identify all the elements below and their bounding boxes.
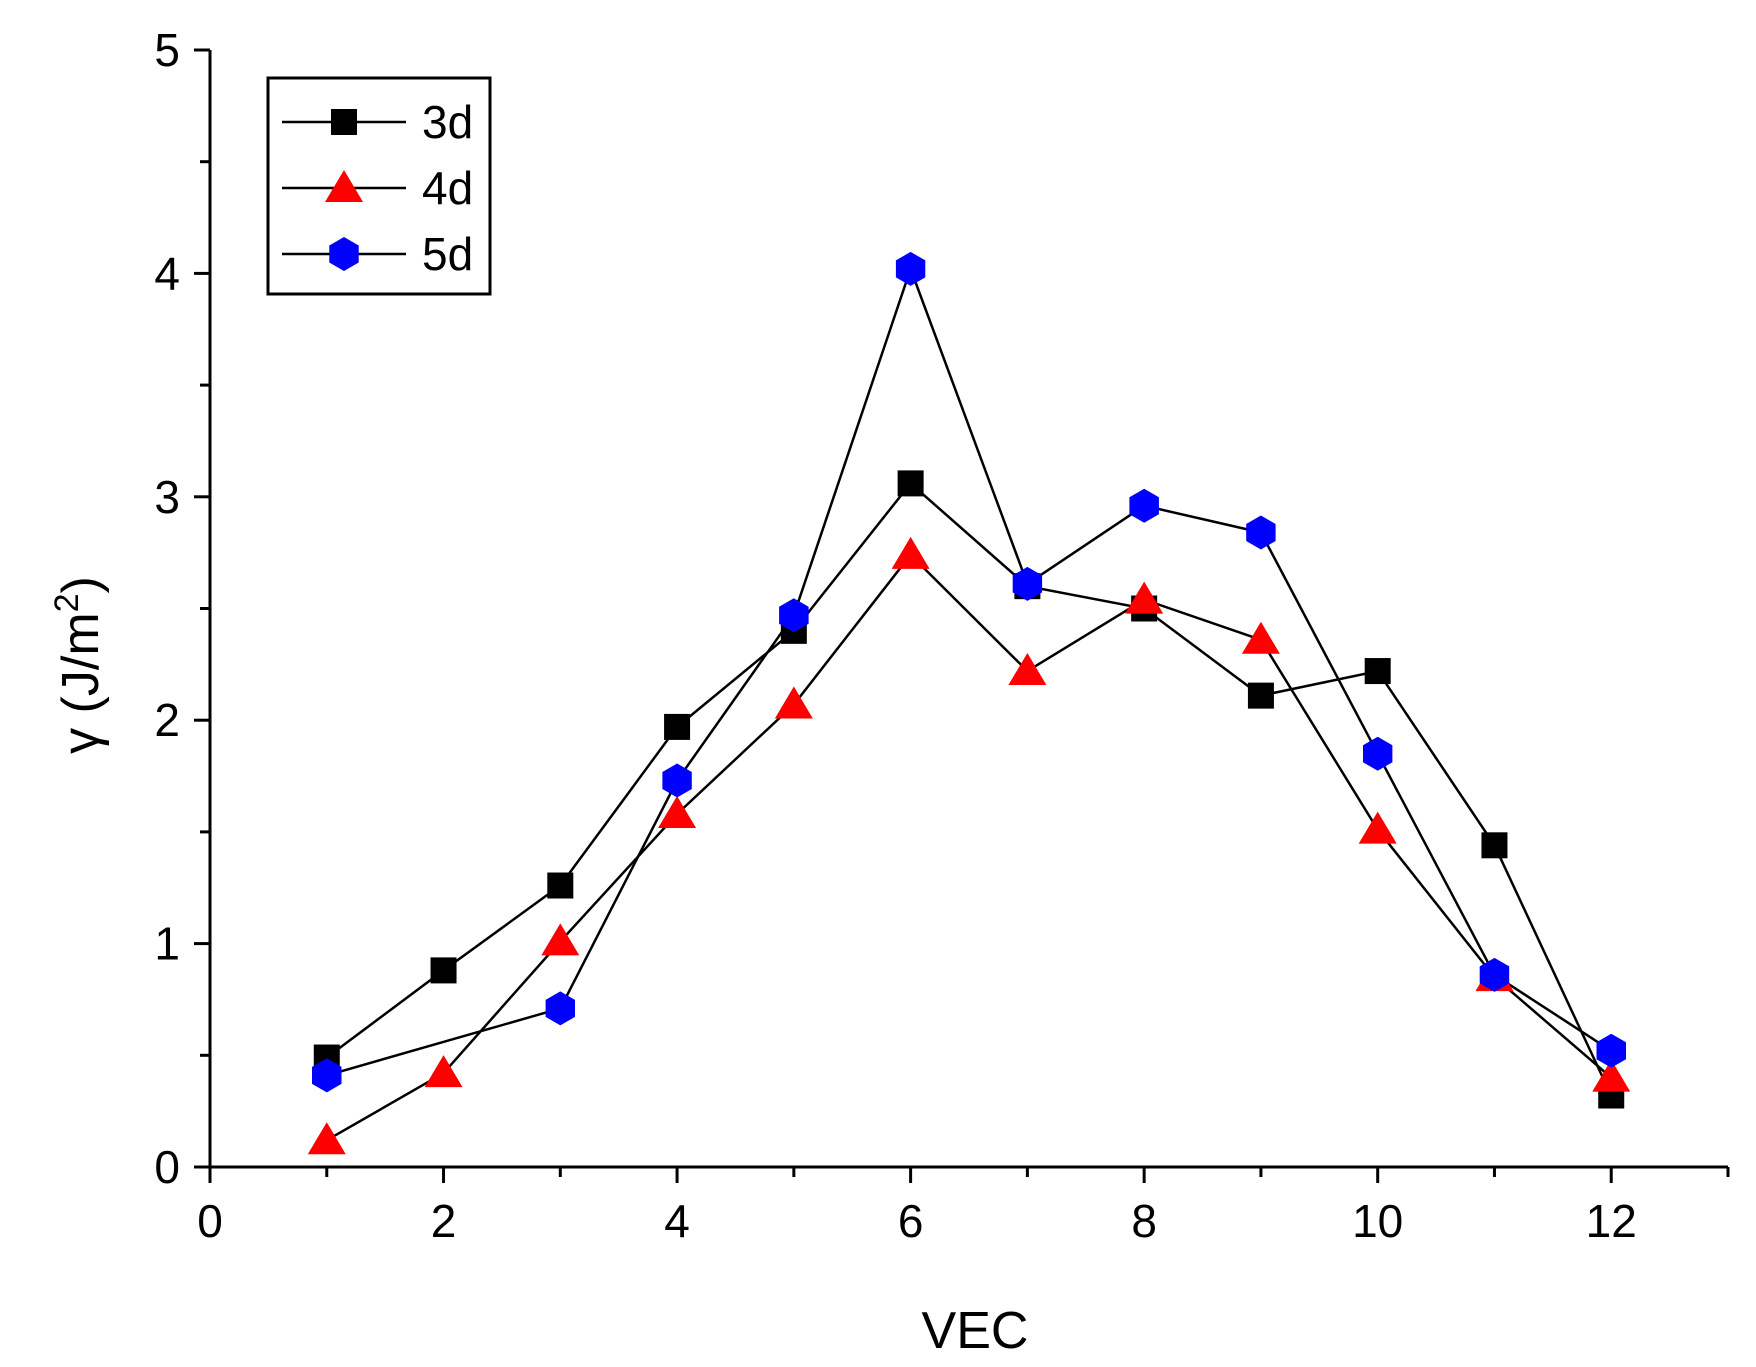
series-line-3d (326, 481, 1613, 1097)
x-tick-label: 10 (1352, 1195, 1403, 1247)
data-point-3d (547, 872, 574, 899)
x-tick-label: 4 (664, 1195, 690, 1247)
data-point-4d (1008, 653, 1047, 686)
y-axis-title-sup: 2 (48, 593, 86, 612)
data-point-3d (897, 470, 924, 497)
data-point-4d (1241, 621, 1280, 654)
data-point-4d (307, 1122, 346, 1155)
data-point-5d (545, 991, 575, 1026)
legend-marker-4d (325, 170, 363, 202)
legend-marker-3d (331, 109, 357, 135)
series-markers (307, 251, 1631, 1155)
data-point-3d (1364, 658, 1391, 685)
x-axis-title: VEC (922, 1302, 1029, 1360)
y-axis-title-close: ) (52, 576, 110, 593)
data-point-4d (1592, 1059, 1631, 1092)
data-point-5d (662, 763, 692, 798)
legend-label-5d: 5d (422, 228, 473, 280)
data-point-5d (1129, 488, 1159, 523)
data-point-4d (1358, 811, 1397, 844)
x-tick-label: 12 (1586, 1195, 1637, 1247)
y-tick-label: 1 (154, 918, 180, 970)
data-point-4d (658, 796, 697, 829)
data-point-3d (1247, 682, 1274, 709)
y-tick-label: 5 (154, 24, 180, 76)
data-point-4d (774, 686, 813, 719)
series-line-4d (326, 553, 1613, 1142)
x-tick-label: 2 (431, 1195, 457, 1247)
data-point-3d (664, 713, 691, 740)
y-tick-label: 2 (154, 694, 180, 746)
data-point-4d (891, 536, 930, 569)
y-axis-title: γ (J/m2) (48, 576, 110, 754)
y-tick-label: 3 (154, 471, 180, 523)
legend-box (266, 76, 492, 296)
legend: 3d 4d 5d (266, 76, 492, 296)
y-tick-label: 4 (154, 247, 180, 299)
x-tick-label: 8 (1131, 1195, 1157, 1247)
legend-label-4d: 4d (422, 162, 473, 214)
legend-label-3d: 3d (422, 96, 473, 148)
data-point-3d (1481, 832, 1508, 859)
data-point-5d (1479, 957, 1510, 992)
y-tick-label: 0 (154, 1141, 180, 1193)
x-tick-label: 0 (197, 1195, 223, 1247)
data-point-5d (1363, 736, 1393, 771)
data-point-5d (895, 251, 926, 286)
data-point-4d (1125, 581, 1164, 614)
y-axis-title-main: γ (J/m (52, 612, 110, 754)
data-point-5d (312, 1058, 342, 1093)
series-lines (326, 265, 1613, 1142)
data-point-5d (1246, 515, 1276, 550)
data-point-5d (779, 598, 809, 633)
data-point-5d (1596, 1033, 1626, 1068)
series-line-5d (326, 265, 1612, 1077)
legend-marker-5d (329, 237, 359, 271)
data-point-4d (541, 923, 580, 956)
data-point-4d (424, 1055, 463, 1088)
x-tick-label: 6 (898, 1195, 924, 1247)
data-point-5d (1012, 566, 1043, 601)
data-point-3d (430, 957, 457, 984)
